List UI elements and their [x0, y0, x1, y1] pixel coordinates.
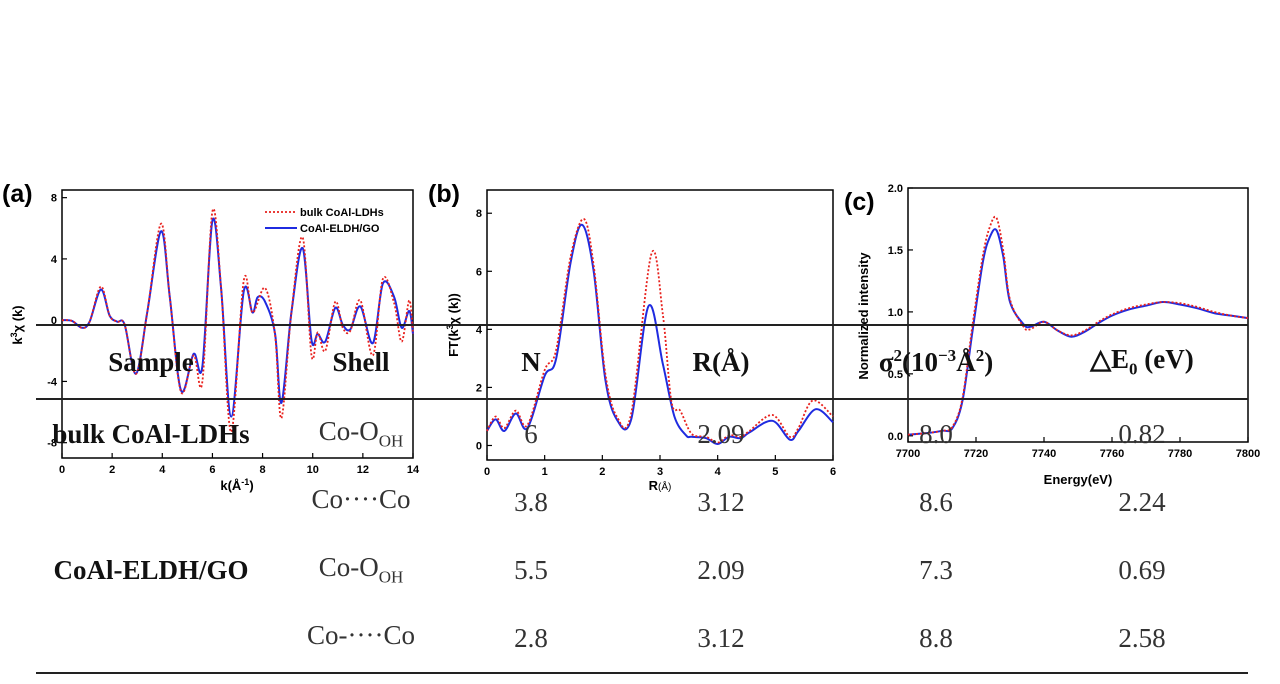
x-tick-label: 7740 [1032, 448, 1056, 460]
cell-r: 3.12 [697, 486, 745, 517]
cell-shell: Co-····Co [266, 604, 456, 674]
x-tick-label: 3 [657, 466, 663, 478]
cell-sigma: 8.0 [919, 418, 953, 449]
y-tick-label: -8 [47, 438, 57, 450]
cell-sample: bulk CoAl-LDHs [52, 418, 250, 449]
x-tick-label: 6 [830, 466, 836, 478]
x-tick-label: 2 [599, 466, 605, 478]
header-delta-e0: △E0 (eV) [1036, 324, 1248, 400]
header-n: N [456, 324, 606, 400]
x-tick-label: 7800 [1236, 448, 1260, 460]
y-tick-label: 1.5 [888, 245, 903, 257]
y-tick-label: 4 [51, 254, 58, 266]
x-tick-label: 2 [109, 464, 115, 476]
cell-sample: CoAl-ELDH/GO [53, 554, 249, 585]
x-tick-label: 10 [307, 464, 319, 476]
table-row: Co····Co 3.8 3.12 8.6 2.24 [36, 468, 1248, 536]
cell-shell: Co-OOH [318, 552, 404, 587]
x-tick-label: 8 [260, 464, 266, 476]
table-row: bulk CoAl-LDHs Co-OOH 6 2.09 8.0 0.82 [36, 399, 1248, 468]
panel-a-legend: bulk CoAl-LDHs CoAl-ELDH/GO [265, 207, 384, 235]
x-tick-label: 7700 [896, 448, 920, 460]
y-tick-label: 8 [476, 208, 482, 220]
panel-c-frame [907, 187, 1249, 443]
x-tick-label: 0 [59, 464, 65, 476]
panel-a-xlabel: k(Å-1) [220, 477, 253, 493]
x-tick-label: 12 [357, 464, 369, 476]
x-tick-label: 0 [484, 466, 490, 478]
cell-n: 5.5 [514, 554, 548, 585]
series-bulk-coal-ldhs-line [61, 208, 414, 433]
x-tick-label: 5 [772, 466, 778, 478]
table-row: CoAl-ELDH/GO Co-OOH 5.5 2.09 7.3 0.69 [36, 536, 1248, 604]
x-tick-label: 7760 [1100, 448, 1124, 460]
x-tick-label: 7720 [964, 448, 988, 460]
cell-delta-e0: 0.82 [1118, 418, 1166, 449]
x-tick-label: 6 [209, 464, 215, 476]
y-tick-label: 8 [51, 193, 57, 205]
cell-r: 3.12 [606, 604, 836, 674]
series-bulk-coal-ldhs-line [907, 215, 1249, 436]
x-tick-label: 1 [542, 466, 548, 478]
header-shell: Shell [266, 324, 456, 400]
header-r: R(Å) [606, 324, 836, 400]
cell-shell: Co-OOH [318, 416, 404, 451]
x-tick-label: 4 [715, 466, 722, 478]
legend-eldh-label: CoAl-ELDH/GO [300, 223, 380, 235]
panel-b-xlabel: R(Å) [649, 478, 672, 493]
panel-c-label: (c) [844, 188, 875, 216]
header-sigma: σ2(10−3Å2) [836, 324, 1036, 400]
x-tick-label: 4 [159, 464, 166, 476]
panel-b-label: (b) [428, 180, 460, 208]
cell-n: 3.8 [514, 486, 548, 517]
y-tick-label: 2.0 [888, 183, 903, 195]
x-tick-label: 14 [407, 464, 420, 476]
panel-a-ylabel: k3χ (k) [9, 305, 25, 344]
cell-delta-e0: 2.58 [1036, 604, 1248, 674]
cell-sigma: 8.6 [919, 486, 953, 517]
legend-bulk-label: bulk CoAl-LDHs [300, 207, 384, 219]
y-tick-label: 0.0 [888, 431, 903, 443]
table-header-row: Sample Shell N R(Å) σ2(10−3Å2) △E0 (eV) [36, 324, 1248, 400]
cell-n: 2.8 [456, 604, 606, 674]
cell-sigma: 7.3 [919, 554, 953, 585]
cell-shell: Co····Co [311, 484, 411, 515]
y-tick-label: 1.0 [888, 307, 903, 319]
y-tick-label: 0 [51, 315, 57, 327]
y-tick-label: 6 [476, 266, 482, 278]
y-tick-label: 0 [476, 440, 482, 452]
panel-a-label: (a) [2, 180, 33, 208]
cell-r: 2.09 [697, 554, 745, 585]
table-row: Co-····Co 2.8 3.12 8.8 2.58 [36, 604, 1248, 674]
cell-r: 2.09 [697, 418, 745, 449]
panel-c-xlabel: Energy(eV) [1044, 472, 1113, 487]
cell-sample [36, 468, 266, 536]
exafs-fit-table: Sample Shell N R(Å) σ2(10−3Å2) △E0 (eV) … [36, 324, 1248, 674]
x-tick-label: 7780 [1168, 448, 1192, 460]
header-sample: Sample [36, 324, 266, 400]
cell-delta-e0: 2.24 [1118, 486, 1166, 517]
cell-sigma: 8.8 [836, 604, 1036, 674]
cell-n: 6 [524, 418, 538, 449]
cell-delta-e0: 0.69 [1118, 554, 1166, 585]
cell-sample [36, 604, 266, 674]
